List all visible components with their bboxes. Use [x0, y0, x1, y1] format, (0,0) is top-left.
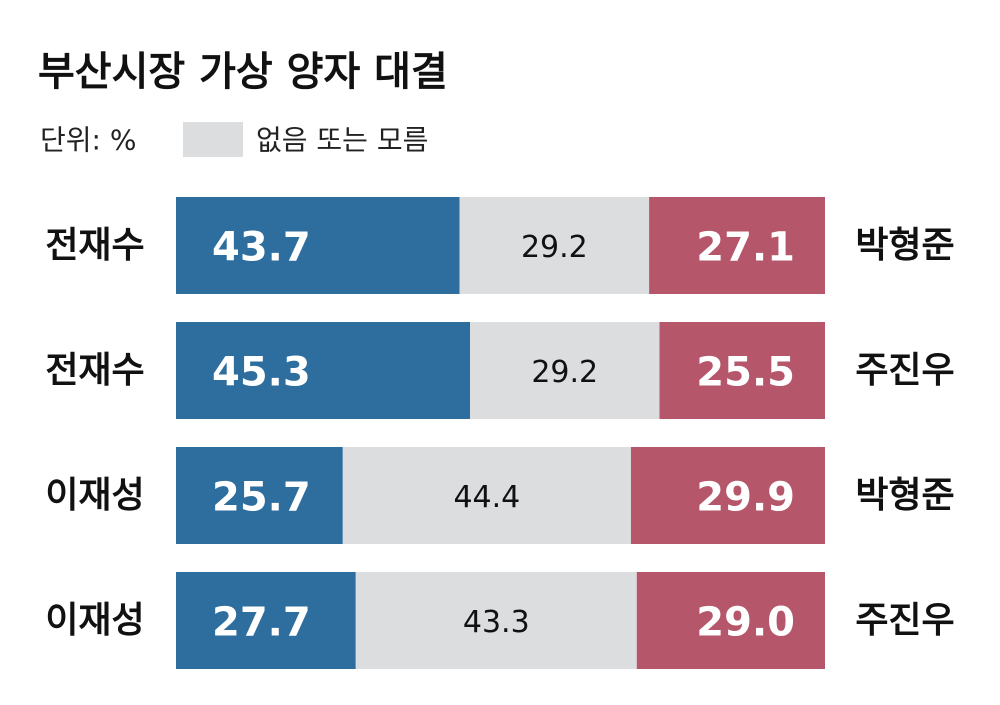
right-label: 주진우	[855, 600, 954, 641]
right-label: 주진우	[855, 350, 954, 391]
value-label: 29.2	[521, 230, 588, 265]
value-label: 25.5	[696, 350, 795, 396]
bar-segment	[342, 447, 631, 544]
value-label: 27.1	[696, 225, 795, 271]
value-label: 25.7	[212, 475, 311, 521]
legend-swatch	[183, 122, 243, 157]
right-label: 박형준	[855, 225, 954, 266]
value-label: 29.9	[696, 475, 795, 521]
value-label: 43.7	[212, 225, 311, 271]
bar-segment	[355, 572, 637, 669]
right-label: 박형준	[855, 475, 954, 516]
bar-segment	[649, 197, 825, 294]
bar-segment	[469, 322, 660, 419]
left-label: 전재수	[45, 350, 144, 391]
bar-segment	[636, 572, 825, 669]
value-label: 44.4	[453, 480, 520, 515]
chart-title: 부산시장 가상 양자 대결	[38, 49, 448, 95]
value-label: 29.0	[696, 600, 795, 646]
legend-label: 없음 또는 모름	[256, 124, 428, 157]
value-label: 43.3	[463, 605, 530, 640]
bar-segment	[176, 197, 460, 294]
chart-subtitle: 단위: %	[40, 124, 136, 157]
value-label: 27.7	[212, 600, 311, 646]
bar-segment	[176, 572, 356, 669]
value-label: 45.3	[212, 350, 311, 396]
bar-segment	[459, 197, 650, 294]
bar-segment	[176, 322, 470, 419]
left-label: 이재성	[45, 600, 144, 641]
left-label: 이재성	[45, 475, 144, 516]
bar-segment	[176, 447, 343, 544]
bar-segment	[630, 447, 825, 544]
left-label: 전재수	[45, 225, 144, 266]
bar-segment	[659, 322, 825, 419]
value-label: 29.2	[531, 355, 598, 390]
